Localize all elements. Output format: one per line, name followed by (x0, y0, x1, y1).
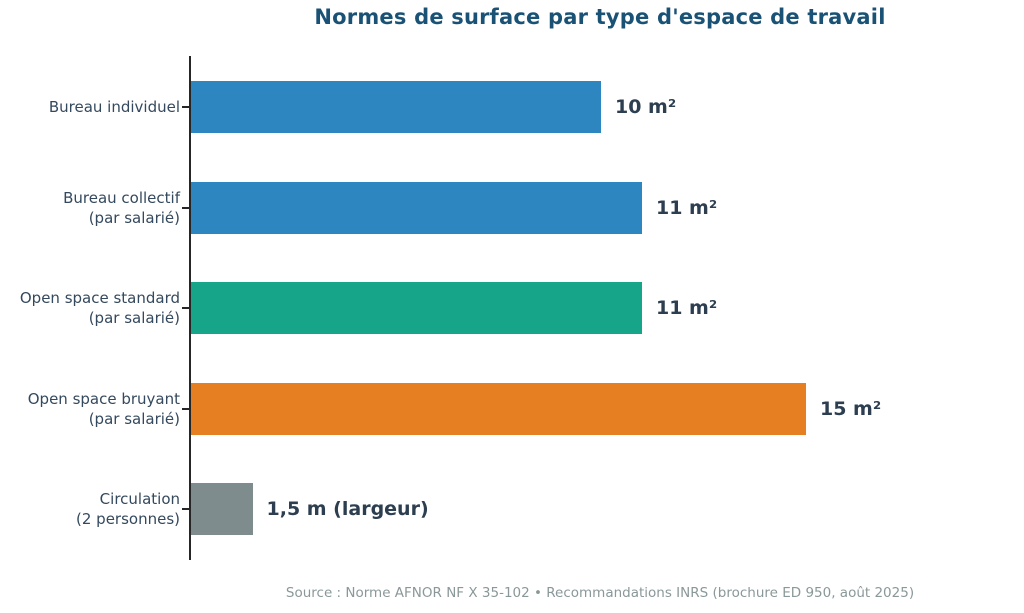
bar (191, 81, 601, 133)
category-label: Circulation (2 personnes) (76, 490, 180, 528)
category-label: Open space standard (par salarié) (19, 289, 180, 327)
y-axis-tick (182, 307, 189, 309)
y-axis-tick (182, 407, 189, 410)
y-axis-line (189, 56, 191, 560)
category-label: Bureau collectif (par salarié) (63, 188, 180, 227)
category-label: Bureau individuel (48, 98, 180, 116)
bar (191, 483, 253, 535)
bar-row: Open space standard (par salarié) 11 m² (0, 282, 1024, 334)
bar-row: Open space bruyant (par salarié) 15 m² (0, 382, 1024, 435)
value-label: 11 m² (656, 297, 718, 319)
category-label: Open space bruyant (par salarié) (27, 389, 180, 428)
value-label: 1,5 m (largeur) (266, 498, 429, 520)
y-axis-tick (182, 106, 189, 108)
value-label: 11 m² (656, 196, 718, 219)
bar (191, 181, 642, 234)
y-axis-tick (182, 508, 189, 510)
y-axis-tick (182, 206, 189, 209)
value-label: 10 m² (615, 96, 677, 118)
bar-row: Bureau individuel 10 m² (0, 81, 1024, 133)
source-caption: Source : Norme AFNOR NF X 35-102 • Recom… (285, 585, 915, 601)
chart-title: Normes de surface par type d'espace de t… (314, 5, 886, 29)
value-label: 15 m² (820, 397, 882, 420)
bar (191, 282, 642, 334)
bar (191, 382, 806, 435)
bar-row: Circulation (2 personnes) 1,5 m (largeur) (0, 483, 1024, 535)
bar-row: Bureau collectif (par salarié) 11 m² (0, 181, 1024, 234)
